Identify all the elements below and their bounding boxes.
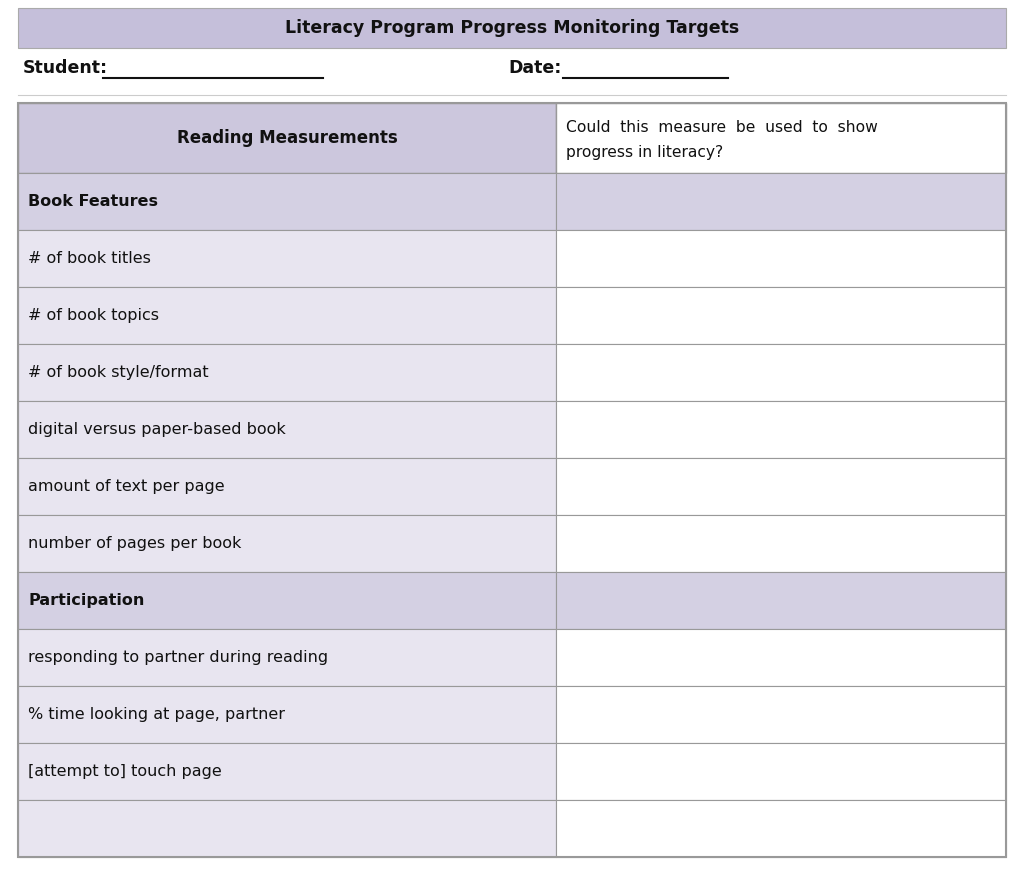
Bar (18, 743, 556, 800)
Bar (18, 173, 556, 230)
Text: Reading Measurements: Reading Measurements (176, 129, 397, 147)
Text: responding to partner during reading: responding to partner during reading (28, 650, 328, 665)
Bar (556, 572, 1006, 629)
Bar (18, 401, 556, 458)
Text: amount of text per page: amount of text per page (28, 479, 224, 494)
Bar (18, 686, 556, 743)
Bar (18, 800, 556, 857)
Bar (18, 8, 1006, 48)
Text: Book Features: Book Features (28, 194, 158, 209)
Bar (556, 629, 1006, 686)
Text: number of pages per book: number of pages per book (28, 536, 242, 551)
Text: # of book topics: # of book topics (28, 308, 159, 323)
Bar (556, 686, 1006, 743)
Bar (18, 629, 556, 686)
Bar (18, 287, 556, 344)
Bar (18, 344, 556, 401)
Text: progress in literacy?: progress in literacy? (566, 145, 723, 160)
Bar (18, 572, 556, 629)
Bar (18, 103, 556, 173)
Text: Literacy Program Progress Monitoring Targets: Literacy Program Progress Monitoring Tar… (285, 19, 739, 37)
Bar (18, 458, 556, 515)
Text: digital versus paper-based book: digital versus paper-based book (28, 422, 286, 437)
Text: % time looking at page, partner: % time looking at page, partner (28, 707, 285, 722)
Text: Could  this  measure  be  used  to  show: Could this measure be used to show (566, 120, 878, 134)
Text: Student:: Student: (23, 59, 109, 77)
Text: Participation: Participation (28, 593, 144, 608)
Text: # of book titles: # of book titles (28, 251, 151, 266)
Bar (18, 515, 556, 572)
Bar (556, 800, 1006, 857)
Bar (556, 458, 1006, 515)
Bar (556, 230, 1006, 287)
Bar (556, 287, 1006, 344)
Bar (556, 103, 1006, 173)
Bar (556, 344, 1006, 401)
Bar (18, 230, 556, 287)
Bar (556, 515, 1006, 572)
Bar (556, 173, 1006, 230)
Bar (556, 401, 1006, 458)
Text: Date:: Date: (508, 59, 561, 77)
Text: # of book style/format: # of book style/format (28, 365, 209, 380)
Text: [attempt to] touch page: [attempt to] touch page (28, 764, 222, 779)
Bar (556, 743, 1006, 800)
Bar (18, 103, 1006, 857)
